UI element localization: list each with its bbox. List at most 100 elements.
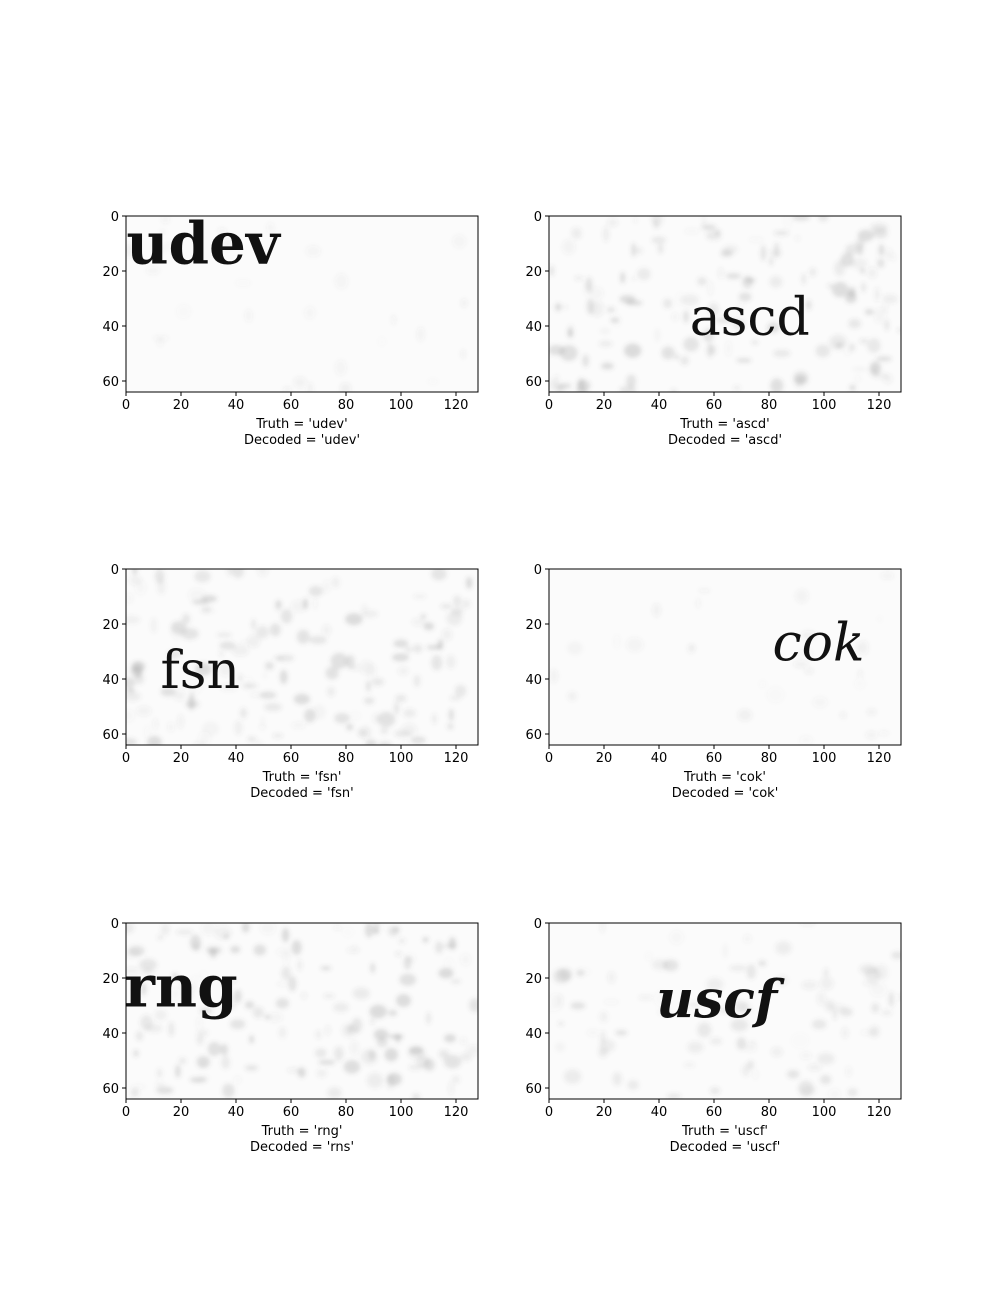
noise-blotch <box>683 337 700 352</box>
noise-blotch <box>584 282 593 296</box>
noise-blotch <box>388 1009 398 1017</box>
noise-blotch <box>736 1037 747 1050</box>
noise-blotch <box>333 1002 349 1013</box>
noise-blotch <box>313 597 317 610</box>
noise-blotch <box>388 1034 404 1039</box>
noise-blotch <box>710 345 717 355</box>
noise-blotch <box>264 702 282 712</box>
noise-blotch <box>179 981 196 993</box>
noise-blotch <box>557 1021 564 1026</box>
noise-blotch <box>205 948 223 954</box>
noise-blotch <box>874 287 880 302</box>
noise-blotch <box>832 1008 837 1021</box>
noise-blotch <box>291 940 302 955</box>
noise-blotch <box>638 994 653 1001</box>
noise-blotch <box>435 941 443 954</box>
noise-blotch <box>859 338 869 344</box>
axes-frame <box>548 568 902 746</box>
noise-blotch <box>234 720 243 735</box>
noise-blotch <box>318 1059 336 1065</box>
noise-blotch <box>276 948 291 956</box>
noise-blotch <box>680 356 689 366</box>
noise-blotch <box>891 951 901 960</box>
noise-blotch <box>201 923 216 936</box>
noise-blotch <box>320 966 332 971</box>
y-tick-label: 20 <box>525 972 542 987</box>
noise-blotch <box>760 245 766 262</box>
noise-blotch <box>860 268 866 274</box>
axes-frame <box>125 922 479 1100</box>
noise-blotch <box>175 929 194 935</box>
noise-blotch <box>422 936 429 943</box>
noise-blotch <box>173 690 186 701</box>
noise-blotch <box>276 600 282 607</box>
noise-blotch <box>619 295 636 304</box>
y-tick-label: 60 <box>102 375 119 390</box>
noise-blotch <box>872 307 887 319</box>
noise-blotch <box>795 589 809 604</box>
noise-blotch <box>130 667 143 678</box>
noise-blotch <box>182 613 191 625</box>
noise-blotch <box>217 227 227 234</box>
noise-blotch <box>180 628 199 640</box>
noise-blotch <box>882 303 888 312</box>
noise-blotch <box>365 739 377 745</box>
noise-blotch <box>775 941 792 955</box>
noise-blotch <box>585 276 593 292</box>
truth-label: Truth = 'uscf' <box>681 1124 768 1139</box>
noise-blotch <box>599 327 610 335</box>
noise-blotch <box>770 378 784 392</box>
noise-blotch <box>395 951 402 957</box>
noise-blotch <box>388 926 399 937</box>
noise-blotch <box>635 247 643 255</box>
y-tick-label: 0 <box>111 563 119 578</box>
noise-blotch <box>631 242 636 257</box>
y-tick-label: 60 <box>525 1082 542 1097</box>
y-tick-label: 0 <box>111 210 119 225</box>
noise-blotch <box>626 374 637 388</box>
noise-blotch <box>167 649 182 659</box>
noise-blotch <box>657 1009 670 1015</box>
noise-blotch <box>674 354 680 360</box>
noise-blotch <box>222 1083 235 1098</box>
noise-blotch <box>606 306 615 313</box>
noise-blotch <box>218 661 234 677</box>
noise-blotch <box>460 349 466 359</box>
noise-blotch <box>126 948 141 958</box>
noise-blotch <box>297 959 303 972</box>
noise-blotch <box>555 1042 566 1052</box>
noise-blotch <box>182 989 193 1000</box>
noise-blotch <box>325 1025 331 1036</box>
noise-blotch <box>730 1018 749 1032</box>
x-tick-label: 120 <box>444 751 469 766</box>
noise-blotch <box>753 1070 758 1080</box>
noise-blotch <box>263 672 267 678</box>
noise-blotch <box>732 318 746 331</box>
y-tick-label: 20 <box>525 265 542 280</box>
noise-blotch <box>444 1034 456 1043</box>
noise-blotch <box>869 367 879 377</box>
x-tick-label: 100 <box>812 1105 837 1120</box>
noise-blotch <box>220 1044 229 1056</box>
noise-blotch <box>199 1007 213 1014</box>
noise-blotch <box>848 318 862 329</box>
noise-blotch <box>301 992 307 1000</box>
noise-blotch <box>626 637 644 652</box>
noise-blotch <box>857 229 874 242</box>
noise-blotch <box>612 1072 622 1086</box>
noise-blotch <box>260 691 277 700</box>
noise-blotch <box>451 1075 460 1084</box>
x-tick-label: 100 <box>389 1105 414 1120</box>
noise-blotch <box>272 733 284 738</box>
noise-blotch <box>219 651 224 656</box>
noise-blotch <box>878 244 885 256</box>
noise-blotch <box>265 1012 284 1023</box>
noise-blotch <box>865 731 878 739</box>
noise-blotch <box>241 683 258 689</box>
noise-blotch <box>266 222 274 233</box>
noise-blotch <box>229 1019 246 1030</box>
decoded-label: Decoded = 'uscf' <box>670 1140 781 1155</box>
noise-blotch <box>241 923 250 933</box>
noise-blotch <box>408 1046 426 1060</box>
noise-blotch <box>460 954 470 966</box>
